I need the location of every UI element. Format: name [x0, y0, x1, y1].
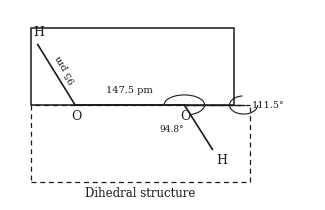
Text: Dihedral structure: Dihedral structure — [85, 187, 196, 200]
Text: 94.8°: 94.8° — [160, 125, 184, 134]
Text: H: H — [34, 26, 45, 39]
Text: 95 pm: 95 pm — [54, 54, 78, 85]
Text: H: H — [216, 154, 227, 167]
Text: O: O — [72, 110, 82, 123]
Text: 147.5 pm: 147.5 pm — [106, 86, 153, 95]
Text: O: O — [181, 110, 191, 123]
Text: 111.5°: 111.5° — [252, 101, 284, 109]
